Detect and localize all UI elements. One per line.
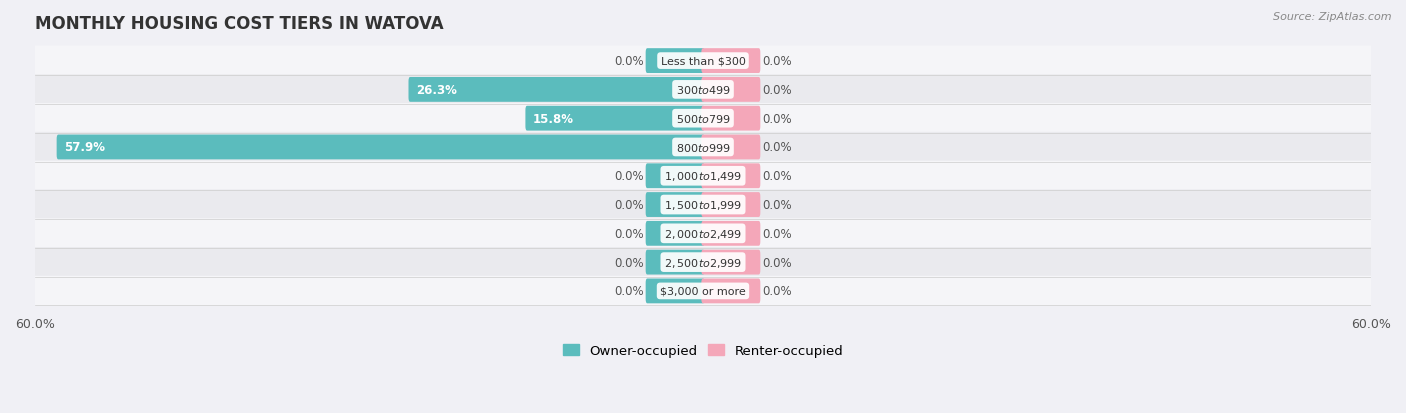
- Text: $500 to $799: $500 to $799: [675, 113, 731, 125]
- Text: 0.0%: 0.0%: [614, 256, 644, 269]
- Text: $300 to $499: $300 to $499: [675, 84, 731, 96]
- Text: MONTHLY HOUSING COST TIERS IN WATOVA: MONTHLY HOUSING COST TIERS IN WATOVA: [35, 15, 443, 33]
- FancyBboxPatch shape: [702, 221, 761, 246]
- Text: $1,500 to $1,999: $1,500 to $1,999: [664, 199, 742, 211]
- FancyBboxPatch shape: [409, 78, 704, 102]
- Text: 0.0%: 0.0%: [762, 84, 792, 97]
- Text: $2,500 to $2,999: $2,500 to $2,999: [664, 256, 742, 269]
- FancyBboxPatch shape: [702, 135, 761, 160]
- Text: 0.0%: 0.0%: [762, 199, 792, 211]
- FancyBboxPatch shape: [702, 192, 761, 217]
- Text: $2,000 to $2,499: $2,000 to $2,499: [664, 227, 742, 240]
- Text: 0.0%: 0.0%: [762, 256, 792, 269]
- FancyBboxPatch shape: [702, 49, 761, 74]
- Text: 0.0%: 0.0%: [614, 199, 644, 211]
- Text: Source: ZipAtlas.com: Source: ZipAtlas.com: [1274, 12, 1392, 22]
- FancyBboxPatch shape: [645, 250, 704, 275]
- FancyBboxPatch shape: [28, 276, 1378, 306]
- FancyBboxPatch shape: [702, 164, 761, 189]
- FancyBboxPatch shape: [526, 107, 704, 131]
- FancyBboxPatch shape: [28, 75, 1378, 105]
- FancyBboxPatch shape: [702, 78, 761, 102]
- FancyBboxPatch shape: [28, 46, 1378, 76]
- Text: 0.0%: 0.0%: [762, 285, 792, 298]
- Text: $800 to $999: $800 to $999: [675, 142, 731, 154]
- Text: 26.3%: 26.3%: [416, 84, 457, 97]
- FancyBboxPatch shape: [645, 279, 704, 304]
- Text: $3,000 or more: $3,000 or more: [661, 286, 745, 296]
- FancyBboxPatch shape: [645, 192, 704, 217]
- FancyBboxPatch shape: [702, 279, 761, 304]
- FancyBboxPatch shape: [56, 135, 704, 160]
- Text: 0.0%: 0.0%: [614, 285, 644, 298]
- Text: Less than $300: Less than $300: [661, 57, 745, 66]
- FancyBboxPatch shape: [28, 247, 1378, 278]
- FancyBboxPatch shape: [28, 219, 1378, 249]
- Text: 0.0%: 0.0%: [614, 227, 644, 240]
- Text: $1,000 to $1,499: $1,000 to $1,499: [664, 170, 742, 183]
- FancyBboxPatch shape: [28, 190, 1378, 220]
- Text: 0.0%: 0.0%: [762, 141, 792, 154]
- Legend: Owner-occupied, Renter-occupied: Owner-occupied, Renter-occupied: [558, 339, 848, 362]
- FancyBboxPatch shape: [702, 107, 761, 131]
- FancyBboxPatch shape: [28, 161, 1378, 191]
- Text: 0.0%: 0.0%: [762, 227, 792, 240]
- Text: 0.0%: 0.0%: [762, 55, 792, 68]
- Text: 57.9%: 57.9%: [63, 141, 105, 154]
- FancyBboxPatch shape: [702, 250, 761, 275]
- FancyBboxPatch shape: [645, 164, 704, 189]
- Text: 0.0%: 0.0%: [614, 170, 644, 183]
- Text: 0.0%: 0.0%: [762, 170, 792, 183]
- FancyBboxPatch shape: [28, 133, 1378, 163]
- FancyBboxPatch shape: [645, 49, 704, 74]
- FancyBboxPatch shape: [645, 221, 704, 246]
- Text: 0.0%: 0.0%: [762, 112, 792, 126]
- Text: 0.0%: 0.0%: [614, 55, 644, 68]
- FancyBboxPatch shape: [28, 104, 1378, 134]
- Text: 15.8%: 15.8%: [533, 112, 574, 126]
